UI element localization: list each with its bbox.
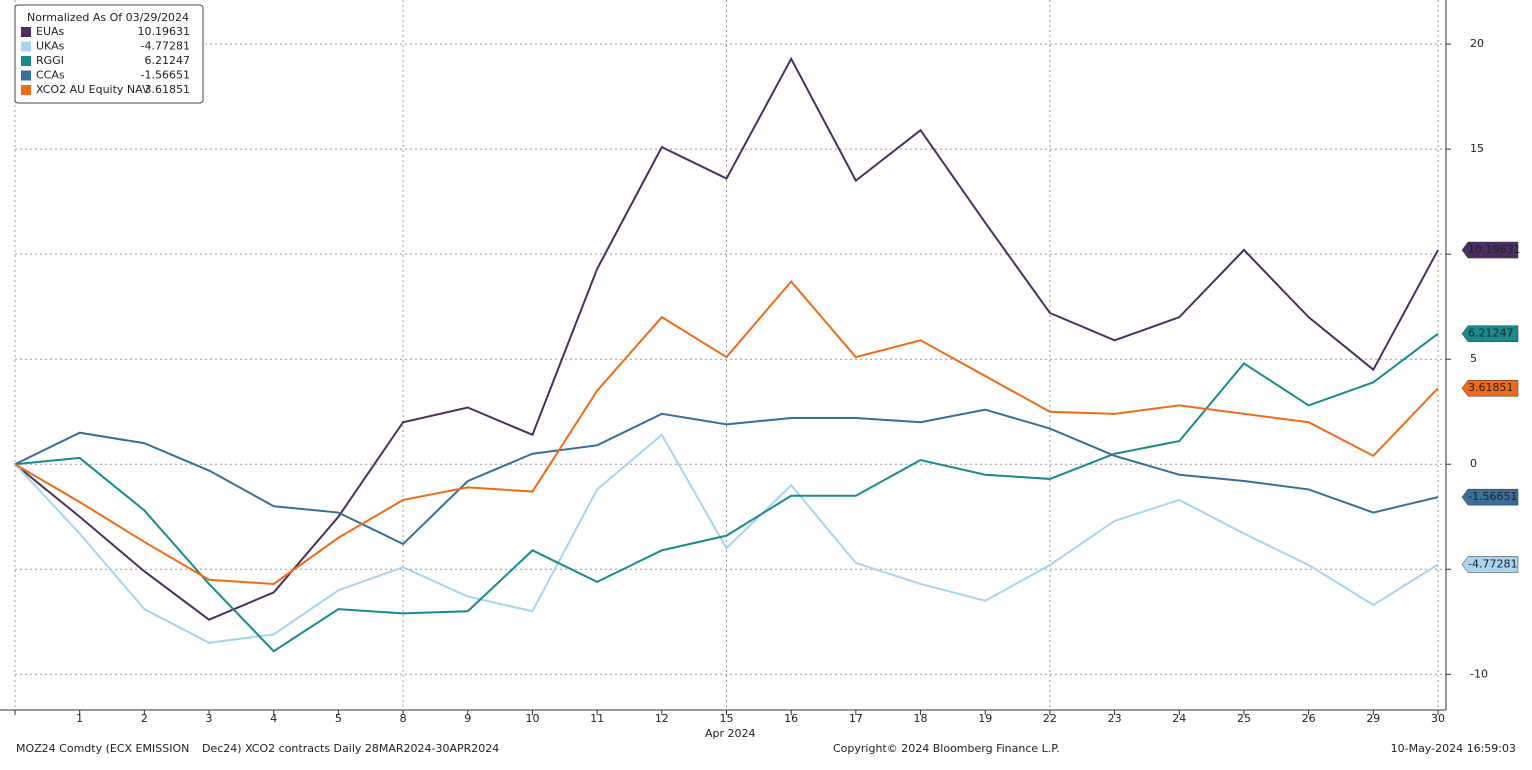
x-tick-label: 10 bbox=[525, 712, 539, 725]
legend-box bbox=[14, 4, 204, 104]
footer-text: Copyright© 2024 Bloomberg Finance L.P. bbox=[833, 742, 1060, 755]
footer-text: 10-May-2024 16:59:03 bbox=[1391, 742, 1516, 755]
footer-text: Dec24) XCO2 contracts Daily 28MAR2024-30… bbox=[202, 742, 499, 755]
series-line bbox=[14, 332, 1439, 653]
legend-value: 10.19631 bbox=[138, 25, 191, 38]
value-badge bbox=[1461, 325, 1519, 342]
x-tick-label: 12 bbox=[655, 712, 669, 725]
footer-text: MOZ24 Comdty (ECX EMISSION bbox=[16, 742, 189, 755]
x-tick-label: 19 bbox=[978, 712, 992, 725]
y-tick-label: 0 bbox=[1470, 457, 1477, 470]
y-tick-label: -10 bbox=[1470, 667, 1488, 680]
legend-swatch bbox=[21, 70, 31, 81]
x-tick-label: 4 bbox=[270, 712, 277, 725]
badge-label: 6.21247 bbox=[1468, 327, 1514, 340]
x-tick-label: 17 bbox=[849, 712, 863, 725]
legend-value: -4.77281 bbox=[141, 40, 190, 53]
legend-title: Normalized As Of 03/29/2024 bbox=[27, 11, 189, 24]
x-tick-label: 24 bbox=[1172, 712, 1186, 725]
y-tick-label: 5 bbox=[1470, 352, 1477, 365]
legend-swatch bbox=[21, 27, 31, 37]
x-tick-label: 23 bbox=[1108, 712, 1122, 725]
y-tick-label: 15 bbox=[1470, 142, 1484, 155]
x-tick-label: 8 bbox=[400, 712, 407, 725]
y-tick-label: 20 bbox=[1470, 37, 1484, 50]
x-tick-label: 26 bbox=[1302, 712, 1316, 725]
x-tick-label: 16 bbox=[784, 712, 798, 725]
x-tick-label: 29 bbox=[1366, 712, 1380, 725]
x-tick-label: 25 bbox=[1237, 712, 1251, 725]
legend-label: RGGI bbox=[36, 54, 64, 67]
series-line bbox=[14, 56, 1439, 621]
legend-swatch bbox=[21, 41, 31, 52]
value-badge bbox=[1461, 241, 1519, 259]
value-badge bbox=[1461, 488, 1519, 506]
x-tick-label: 18 bbox=[914, 712, 928, 725]
series-line bbox=[14, 408, 1439, 546]
legend-swatch bbox=[21, 56, 31, 66]
x-tick-label: 30 bbox=[1431, 712, 1445, 725]
x-tick-label: 1 bbox=[76, 712, 83, 725]
legend-value: 3.61851 bbox=[145, 83, 191, 96]
x-tick-label: 11 bbox=[590, 712, 604, 725]
legend-label: XCO2 AU Equity NAV bbox=[36, 83, 150, 96]
value-badge bbox=[1461, 556, 1519, 573]
badge-label: 3.61851 bbox=[1468, 381, 1514, 394]
x-tick-label: 9 bbox=[464, 712, 471, 725]
badge-label: 10.19631 bbox=[1468, 243, 1521, 256]
x-tick-label: 2 bbox=[141, 712, 148, 725]
x-axis-label: Apr 2024 bbox=[705, 727, 756, 740]
x-tick-label: 15 bbox=[720, 712, 734, 725]
legend-label: UKAs bbox=[36, 40, 65, 53]
legend-label: EUAs bbox=[36, 25, 65, 38]
legend-value: -1.56651 bbox=[141, 69, 190, 82]
x-tick-label: 3 bbox=[206, 712, 213, 725]
badge-label: -1.56651 bbox=[1468, 490, 1517, 503]
value-badge bbox=[1461, 379, 1519, 397]
series-line bbox=[14, 433, 1439, 644]
legend-label: CCAs bbox=[36, 69, 65, 82]
legend-value: 6.21247 bbox=[145, 54, 191, 67]
x-tick-label: 5 bbox=[335, 712, 342, 725]
legend-swatch bbox=[21, 85, 31, 95]
series-line bbox=[14, 279, 1439, 585]
x-tick-label: 22 bbox=[1043, 712, 1057, 725]
badge-label: -4.77281 bbox=[1468, 557, 1517, 570]
